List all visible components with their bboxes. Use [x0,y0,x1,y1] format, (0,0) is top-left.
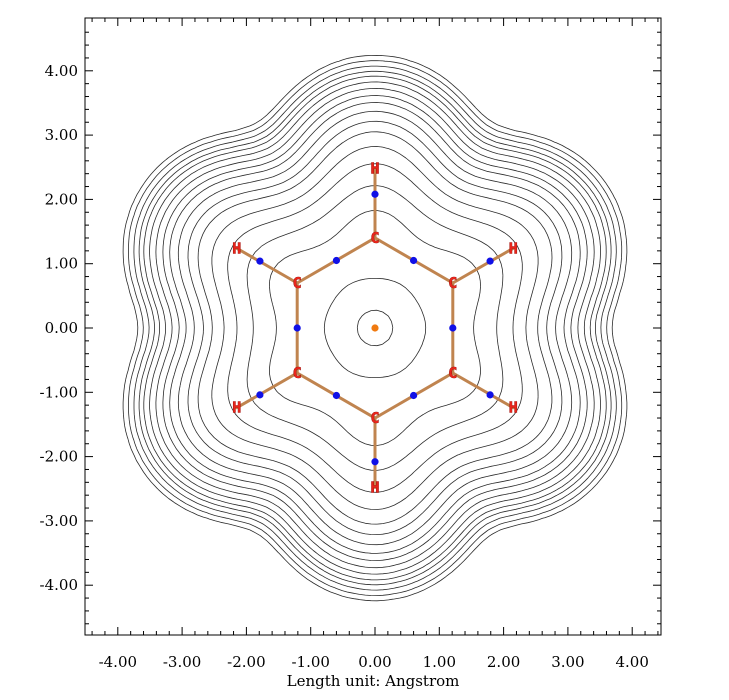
contour-line [155,88,595,569]
contour-line [177,110,573,546]
x-tick-label: 0.00 [358,653,391,671]
x-axis-title: Length unit: Angstrom [287,672,460,690]
bond-critical-point [449,324,457,332]
bond-critical-point [332,391,341,400]
bond-critical-point [409,256,418,265]
contour-line [211,146,539,510]
y-tick-label: 1.00 [45,255,78,273]
ring-critical-point [371,324,379,332]
hydrogen-atom-label: H [232,399,241,417]
y-tick-label: -4.00 [40,576,78,594]
bond-c-h [451,371,515,410]
contour-line [162,95,588,561]
y-tick-label: -2.00 [40,448,78,466]
contour-lines [122,55,628,602]
axis-ticks [85,18,661,635]
y-tick-label: 0.00 [45,319,78,337]
y-tick-label: -3.00 [40,512,78,530]
atom-labels: C C C C C C H H H H H H [232,159,518,497]
bond-critical-point [409,391,418,400]
bond-c-h [235,246,299,285]
contour-line [133,65,617,591]
carbon-atom-label: C [370,229,379,247]
bond-c-h [235,371,299,410]
carbon-atom-label: C [293,274,302,292]
contour-line [227,163,523,493]
bond-critical-point [293,324,301,332]
contour-line [187,120,563,535]
x-tick-label: 4.00 [615,653,648,671]
hydrogen-atom-label: H [509,239,518,257]
x-tick-label: -2.00 [227,653,265,671]
x-tick-labels: -4.00 -3.00 -2.00 -1.00 0.00 1.00 2.00 3.00 4.00 [99,653,649,671]
y-tick-label: 4.00 [45,62,78,80]
bond-critical-point [486,391,494,399]
contour-line [197,131,553,525]
y-tick-label: 3.00 [45,126,78,144]
x-tick-label: 3.00 [551,653,584,671]
bond-critical-point [332,256,341,265]
bond-critical-point [371,190,379,198]
y-tick-label: -1.00 [40,383,78,401]
contour-line [269,210,481,446]
carbon-atom-label: C [370,409,379,427]
contour-line [143,75,607,581]
bond-critical-point [256,257,264,265]
x-tick-label: 1.00 [423,653,456,671]
x-tick-label: -4.00 [99,653,137,671]
hydrogen-atom-label: H [370,478,379,496]
contour-line [246,185,504,471]
x-tick-label: 2.00 [487,653,520,671]
contour-line [138,70,612,586]
bond-critical-point [371,458,379,466]
contour-line [169,102,581,554]
bond-critical-points [256,190,494,466]
contour-line [149,81,601,575]
carbon-atom-label: C [448,274,457,292]
y-tick-labels: 4.00 3.00 2.00 1.00 0.00 -1.00 -2.00 -3.00 -4.00 [40,62,78,594]
hydrogen-atom-label: H [509,399,518,417]
bond-c-h [451,246,515,285]
carbon-atom-label: C [448,364,457,382]
bond-critical-point [486,257,494,265]
y-tick-label: 2.00 [45,190,78,208]
bond-critical-point [256,391,264,399]
bonds [235,167,515,489]
carbon-atom-label: C [293,364,302,382]
plot-frame [84,17,662,636]
contour-line [122,55,628,602]
hydrogen-atom-label: H [232,239,241,257]
x-tick-label: -1.00 [291,653,329,671]
contour-line [128,60,623,596]
ring-critical-point-marker [371,324,379,332]
x-tick-label: -3.00 [163,653,201,671]
hydrogen-atom-label: H [370,160,379,178]
